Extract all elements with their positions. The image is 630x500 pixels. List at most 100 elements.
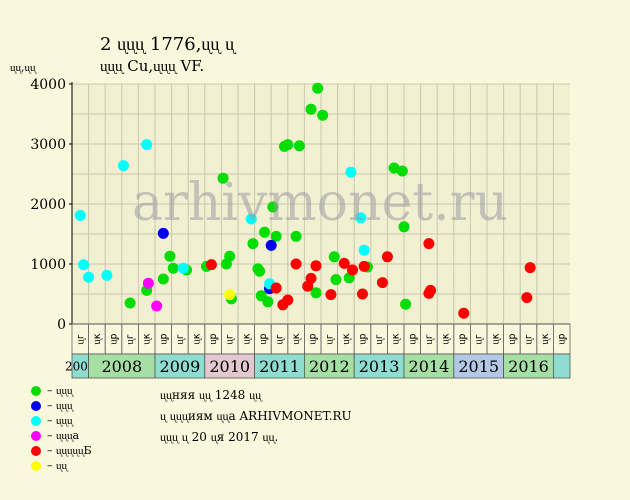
data-point (310, 260, 322, 272)
x-subcategory-label: ᶙк (291, 333, 302, 344)
data-point (205, 259, 217, 271)
x-subcategory-label: ᶙр (507, 333, 518, 344)
y-tick-label: 2000 (30, 197, 66, 213)
data-point (398, 221, 410, 233)
x-subcategory-label: ᶙг (175, 333, 186, 344)
x-subcategory-label: ᶙг (374, 333, 385, 344)
y-tick-label: 1000 (30, 257, 66, 273)
year-band-label: 2014 (409, 357, 450, 376)
data-point (358, 244, 370, 256)
data-point (151, 300, 163, 312)
data-point (524, 262, 536, 274)
data-point (330, 274, 342, 286)
data-point (338, 257, 350, 269)
data-point (262, 296, 274, 308)
x-subcategory-label: ᶙр (407, 333, 418, 344)
data-point (167, 262, 179, 274)
data-point (247, 238, 259, 250)
data-point (177, 262, 189, 274)
data-point (224, 250, 236, 262)
x-subcategory-label: ᶙр (109, 333, 120, 344)
year-band-label: 2007 (65, 359, 96, 373)
year-band-label: 2008 (101, 357, 142, 376)
year-band (254, 353, 305, 379)
x-subcategory-label: ᶙр (457, 333, 468, 344)
data-point (458, 307, 470, 319)
legend-label: – ᶙᶙᶙ (47, 384, 73, 397)
data-point (265, 239, 277, 251)
legend-label: – ᶙᶙᶙ (47, 414, 73, 427)
data-point (164, 250, 176, 262)
x-subcategory-label: ᶙр (557, 333, 568, 344)
data-point (290, 258, 302, 270)
year-band (353, 353, 405, 379)
footer-info: ᶙᶙняя ᶙᶙ 1248 ᶙᶙ ᶙ ᶙᶙᶙиям ᶙᶙа ARHIVMONET… (160, 385, 352, 448)
data-point (217, 172, 229, 184)
x-subcategory-label: ᶙр (308, 333, 319, 344)
year-band (204, 353, 256, 379)
year-band (553, 353, 571, 379)
data-point (282, 294, 294, 306)
x-subcategory-label: ᶙк (142, 333, 153, 344)
watermark: arhivmonet.ru (132, 173, 508, 233)
data-point (381, 251, 393, 263)
data-point (74, 209, 86, 221)
x-subcategory-label: ᶙг (275, 333, 286, 344)
year-band-label: 2010 (209, 357, 250, 376)
data-point (83, 271, 95, 283)
data-point (355, 212, 367, 224)
year-band-label: 2012 (309, 357, 350, 376)
legend-label: – ᶙᶙᶙа (47, 429, 80, 442)
year-band (403, 353, 455, 379)
data-point (388, 162, 400, 174)
year-band-label: 2011 (259, 357, 300, 376)
x-subcategory-label: ᶙг (324, 333, 335, 344)
data-point (305, 103, 317, 115)
y-tick-label: 4000 (30, 77, 66, 93)
data-point (347, 264, 359, 276)
x-subcategory-label: ᶙк (92, 333, 103, 344)
legend-item: – ᶙᶙᶙ (28, 398, 92, 413)
data-point (310, 287, 322, 299)
x-subcategory-label: ᶙк (490, 333, 501, 344)
legend-item: – ᶙᶙ (28, 458, 92, 473)
legend-item: – ᶙᶙᶙ (28, 413, 92, 428)
chart-title: 2 ᶙᶙᶙ 1776,ᶙᶙ ᶙ (100, 34, 235, 55)
data-point (423, 238, 435, 250)
legend-item: – ᶙᶙᶙа (28, 428, 92, 443)
footer-line-3: ᶙᶙᶙ ᶙ 20 ᶙя 2017 ᶙᶙ. (160, 430, 279, 444)
x-subcategory-label: ᶙг (125, 333, 136, 344)
year-band-label: 2015 (458, 357, 499, 376)
year-band (503, 353, 554, 379)
data-point (290, 230, 302, 242)
x-subcategory-label: ᶙк (540, 333, 551, 344)
legend-marker (31, 461, 41, 471)
data-point (270, 230, 282, 242)
x-subcategory-label: ᶙг (424, 333, 435, 344)
data-point (124, 297, 136, 309)
y-tick-label: 3000 (30, 137, 66, 153)
x-subcategory-label: ᶙр (258, 333, 269, 344)
data-point (325, 289, 337, 301)
footer-line-2: ᶙ ᶙᶙᶙиям ᶙᶙа ARHIVMONET.RU (160, 409, 352, 423)
data-point (305, 272, 317, 284)
data-point (224, 289, 236, 301)
year-band-label: 2009 (160, 357, 201, 376)
footer-line-1: ᶙᶙняя ᶙᶙ 1248 ᶙᶙ (160, 388, 262, 402)
data-point (117, 160, 129, 172)
data-point (400, 298, 412, 310)
chart-subtitle: ᶙᶙᶙ Cu,ᶙᶙᶙ VF. (100, 57, 205, 75)
legend-label: – ᶙᶙᶙ (47, 399, 73, 412)
legend-label: – ᶙᶙ (47, 459, 67, 472)
data-point (245, 213, 257, 225)
data-point (270, 282, 282, 294)
y-tick-label: 0 (57, 317, 66, 333)
data-point (328, 251, 340, 263)
legend: – ᶙᶙᶙ – ᶙᶙᶙ – ᶙᶙᶙ – ᶙᶙᶙа – ᶙᶙᶙᶙᶙБ – ᶙᶙ (28, 383, 92, 473)
year-band (154, 353, 206, 379)
data-point (141, 139, 153, 151)
year-band-label: 2016 (508, 357, 549, 376)
x-subcategory-label: ᶙк (391, 333, 402, 344)
x-subcategory-label: ᶙр (358, 333, 369, 344)
legend-label: – ᶙᶙᶙᶙᶙБ (47, 444, 92, 457)
